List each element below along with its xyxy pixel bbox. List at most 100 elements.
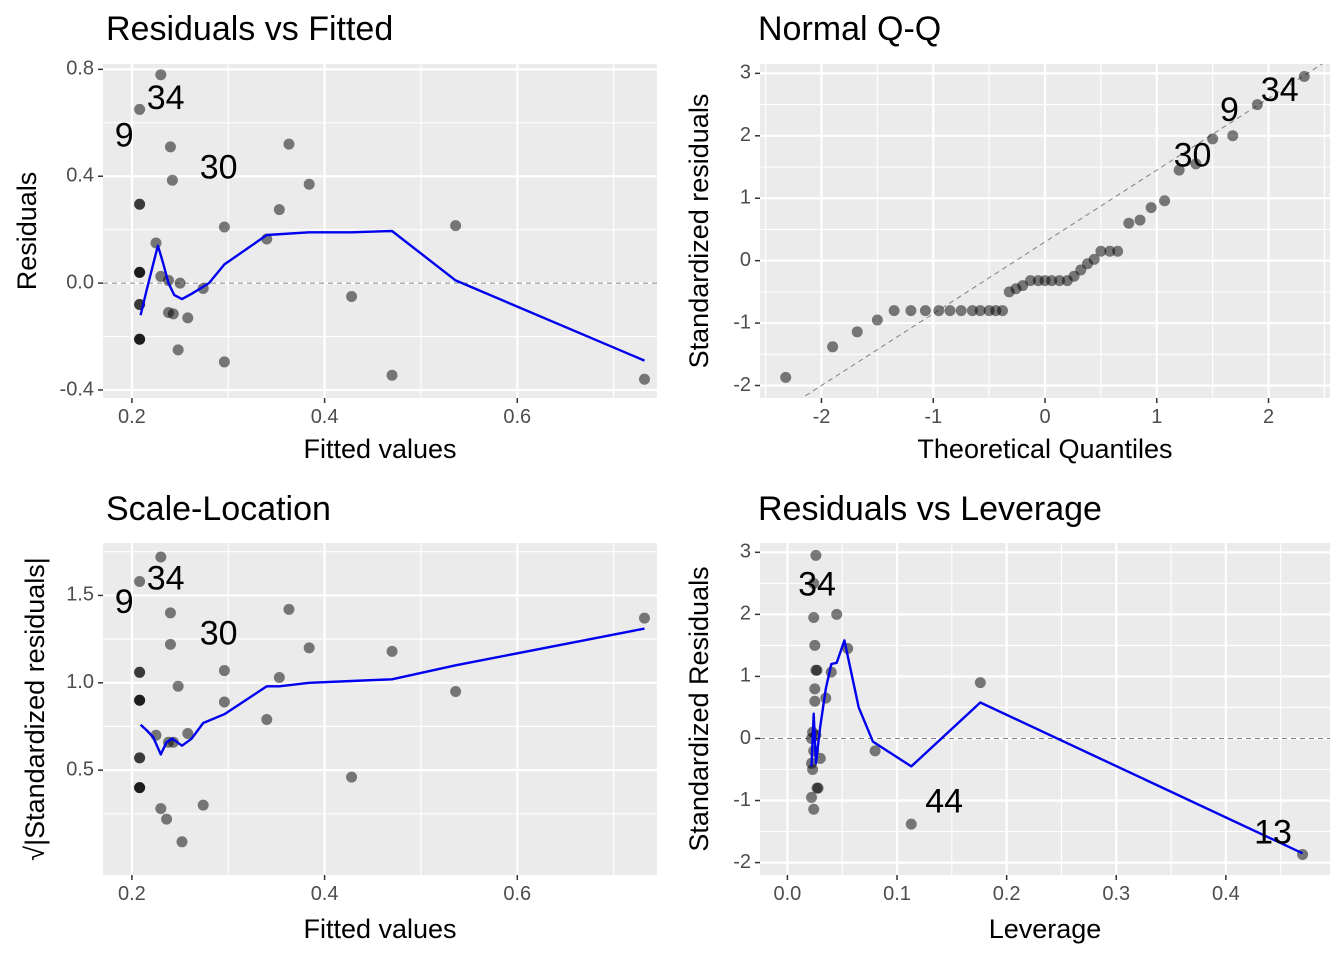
y-tick-label: 3 (740, 541, 751, 563)
x-axis-label: Leverage (989, 914, 1102, 944)
data-point (273, 672, 285, 684)
point-label: 30 (1174, 137, 1212, 175)
axis-ticks: -2 -1 0 1 2 -2 -1 0 1 2 3 (733, 62, 1274, 428)
data-point (1190, 158, 1202, 170)
data-point (134, 694, 146, 706)
data-point (1251, 99, 1263, 111)
y-tick-label: 2 (740, 603, 751, 625)
data-point (155, 803, 167, 815)
data-point (303, 178, 315, 190)
data-point (808, 611, 820, 623)
data-points (780, 70, 1310, 383)
data-point (807, 764, 819, 776)
x-tick-label: -1 (924, 406, 942, 428)
data-point (386, 369, 398, 381)
y-tick-label: 0.4 (66, 165, 94, 187)
data-point (172, 680, 184, 692)
data-point (638, 612, 650, 624)
data-point (1095, 245, 1107, 257)
point-label: 34 (798, 565, 836, 603)
y-axis-label: √|Standardized residuals| (20, 557, 50, 861)
data-point (172, 344, 184, 356)
data-point (386, 645, 398, 657)
x-tick-label: 0.2 (118, 406, 146, 428)
data-point (806, 791, 818, 803)
x-tick-label: 0.0 (773, 883, 801, 905)
data-points (134, 69, 650, 385)
point-label: 9 (115, 583, 134, 621)
point-label: 30 (200, 615, 238, 653)
y-axis-label: Residuals (12, 172, 42, 291)
x-tick-label: 0.4 (311, 406, 339, 428)
x-tick-label: 0.2 (118, 883, 146, 905)
point-label: 30 (200, 149, 238, 187)
y-tick-label: -1 (733, 789, 751, 811)
data-point (450, 220, 462, 232)
data-point (1134, 214, 1146, 226)
data-point (827, 341, 839, 353)
y-tick-label: 2 (740, 124, 751, 146)
x-tick-label: 0.4 (1212, 883, 1240, 905)
point-label: 13 (1254, 814, 1292, 852)
data-point (809, 683, 821, 695)
data-point (1145, 202, 1157, 214)
data-point (944, 305, 956, 317)
data-point (182, 727, 194, 739)
data-point (167, 308, 179, 320)
data-point (134, 752, 146, 764)
data-point (810, 549, 822, 561)
y-axis-label: Standardized Residuals (684, 566, 714, 851)
y-tick-label: 0 (740, 249, 751, 271)
point-label: 9 (1220, 91, 1239, 129)
data-point (955, 305, 967, 317)
data-point (218, 221, 230, 233)
data-point (1159, 195, 1171, 207)
data-point (1104, 245, 1116, 257)
data-point (273, 204, 285, 216)
x-tick-label: 0.6 (503, 883, 531, 905)
y-tick-label: 0.8 (66, 58, 94, 80)
x-tick-label: 0.1 (883, 883, 911, 905)
smooth-line (139, 627, 645, 756)
y-tick-label: 1.0 (66, 671, 94, 693)
data-point (218, 696, 230, 708)
data-point (812, 782, 824, 794)
plot-area (760, 549, 1330, 861)
data-point (997, 305, 1009, 317)
smooth-line (139, 229, 645, 362)
data-point (808, 803, 820, 815)
data-point (1227, 130, 1239, 142)
data-point (810, 664, 822, 676)
panel-title: Normal Q-Q (758, 10, 941, 48)
data-point (780, 371, 792, 383)
point-label: 9 (115, 116, 134, 154)
data-point (155, 551, 167, 563)
y-tick-label: 1 (740, 187, 751, 209)
data-point (638, 373, 650, 385)
plot-area (780, 64, 1323, 398)
data-point (134, 103, 146, 115)
data-point (450, 686, 462, 698)
data-point (164, 638, 176, 650)
y-tick-label: -2 (733, 851, 751, 873)
panel-title: Residuals vs Fitted (106, 10, 393, 48)
axis-ticks: 0.2 0.4 0.6 0.5 1.0 1.5 (66, 584, 531, 905)
data-point (1173, 164, 1185, 176)
data-point (134, 333, 146, 345)
data-point (808, 577, 820, 589)
data-point (1298, 70, 1310, 82)
x-tick-label: 1 (1151, 406, 1162, 428)
qq-reference-line (801, 64, 1323, 398)
gridlines (760, 543, 1330, 875)
point-label: 34 (147, 79, 185, 117)
data-point (283, 138, 295, 150)
x-tick-label: -2 (813, 406, 831, 428)
data-point (303, 642, 315, 654)
axis-ticks: 0.0 0.1 0.2 0.3 0.4 -2 -1 0 1 2 3 (733, 541, 1240, 905)
data-point (905, 818, 917, 830)
data-point (166, 174, 178, 186)
data-point (134, 666, 146, 678)
data-point (933, 305, 945, 317)
x-axis-label: Fitted values (303, 914, 456, 944)
